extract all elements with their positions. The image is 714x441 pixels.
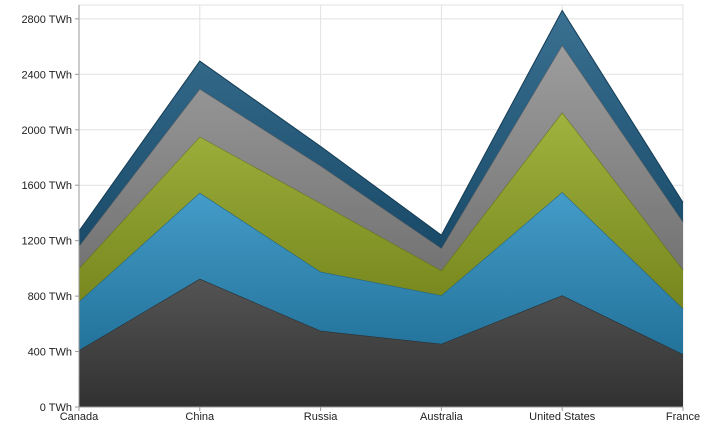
area-series-5	[79, 10, 683, 249]
area-series-layer	[78, 9, 684, 407]
y-tick-label: 1200 TWh	[21, 236, 72, 248]
x-tick-label: Russia	[304, 411, 339, 423]
y-tick-label: 800 TWh	[28, 291, 72, 303]
y-tick-label: 2000 TWh	[21, 125, 72, 137]
area-series-4	[79, 45, 683, 271]
area-series-5-edge	[78, 9, 684, 236]
axes	[75, 5, 684, 411]
tick-labels: 0 TWh 400 TWh 800 TWh 1200 TWh 1600 TWh 2000 …	[21, 14, 700, 423]
y-tick-label: 400 TWh	[28, 347, 72, 359]
area-series-3-edge	[78, 111, 684, 272]
area-series-1	[79, 278, 683, 407]
x-tick-label: France	[666, 411, 700, 423]
x-tick-label: Australia	[420, 411, 464, 423]
area-series-1-edge	[78, 278, 684, 355]
area-series-2	[79, 192, 683, 355]
x-tick-label: Canada	[60, 411, 99, 423]
area-series-3	[79, 112, 683, 309]
y-tick-label: 0 TWh	[40, 402, 72, 414]
y-tick-label: 1600 TWh	[21, 180, 72, 192]
x-tick-label: China	[185, 411, 215, 423]
y-tick-label: 2800 TWh	[21, 14, 72, 26]
y-tick-label: 2400 TWh	[21, 69, 72, 81]
x-tick-label: United States	[529, 411, 596, 423]
